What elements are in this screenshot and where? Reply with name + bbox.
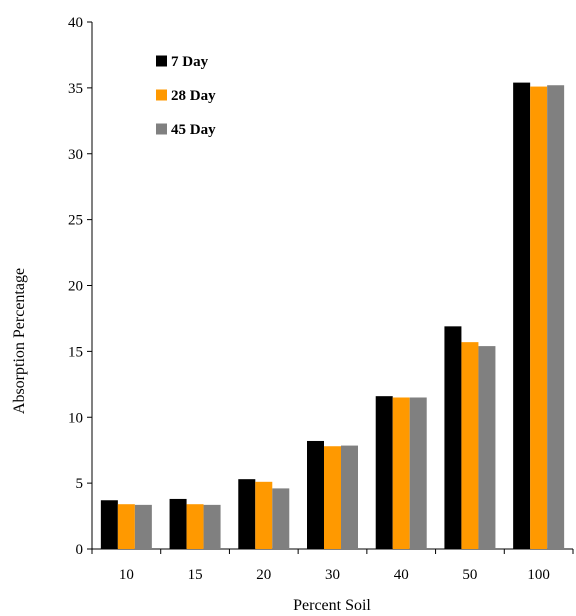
bar-45-day-100 xyxy=(547,85,565,550)
bar-7-day-100 xyxy=(513,82,531,549)
bar-7-day-10 xyxy=(100,500,118,549)
legend: 7 Day 28 Day 45 Day xyxy=(156,54,216,138)
bar-45-day-30 xyxy=(341,445,358,549)
bar-28-day-40 xyxy=(392,397,410,549)
y-axis-title: Absorption Percentage xyxy=(11,268,28,414)
x-axis-ticks: 10 15 20 30 40 50 100 xyxy=(91,549,574,583)
x-tick-label: 40 xyxy=(394,567,409,583)
y-axis-ticks: 0 5 10 15 20 25 30 35 40 xyxy=(68,15,92,558)
bar-7-day-50 xyxy=(444,326,462,549)
y-tick-label: 25 xyxy=(68,213,83,229)
plot-area: 0 5 10 15 20 25 30 35 40 10 15 20 30 40 50 100 xyxy=(68,15,574,583)
bar-28-day-20 xyxy=(255,481,273,549)
y-tick-label: 15 xyxy=(68,344,83,360)
bar-28-day-50 xyxy=(461,342,479,549)
bar-45-day-15 xyxy=(203,504,221,549)
bar-28-day-15 xyxy=(186,504,204,549)
x-tick-label: 30 xyxy=(325,567,340,583)
y-tick-label: 40 xyxy=(68,15,83,31)
legend-swatch xyxy=(156,123,167,135)
bar-7-day-30 xyxy=(307,440,324,549)
x-tick-label: 50 xyxy=(462,567,477,583)
bar-7-day-40 xyxy=(375,396,393,549)
x-tick-label: 10 xyxy=(119,567,134,583)
bar-28-day-30 xyxy=(324,446,341,549)
bar-28-day-10 xyxy=(117,504,135,549)
legend-label: 45 Day xyxy=(171,122,216,138)
legend-swatch xyxy=(156,89,167,101)
y-tick-label: 10 xyxy=(68,410,83,426)
y-tick-label: 0 xyxy=(76,542,84,558)
legend-label: 28 Day xyxy=(171,88,216,104)
y-tick-label: 20 xyxy=(68,279,83,295)
x-tick-label: 15 xyxy=(188,567,203,583)
bar-45-day-40 xyxy=(409,397,427,549)
x-axis-title: Percent Soil xyxy=(293,597,371,614)
bar-45-day-50 xyxy=(478,346,496,549)
y-tick-label: 30 xyxy=(68,147,83,163)
bar-7-day-15 xyxy=(169,498,187,549)
y-tick-label: 5 xyxy=(76,476,84,492)
bar-45-day-10 xyxy=(134,504,152,549)
bar-45-day-20 xyxy=(272,488,290,549)
bar-7-day-20 xyxy=(238,479,256,549)
bar-series xyxy=(100,82,565,550)
legend-label: 7 Day xyxy=(171,54,209,70)
bar-28-day-100 xyxy=(530,86,548,550)
x-tick-label: 100 xyxy=(527,567,550,583)
y-tick-label: 35 xyxy=(68,81,83,97)
legend-swatch xyxy=(156,55,167,67)
x-tick-label: 20 xyxy=(256,567,271,583)
